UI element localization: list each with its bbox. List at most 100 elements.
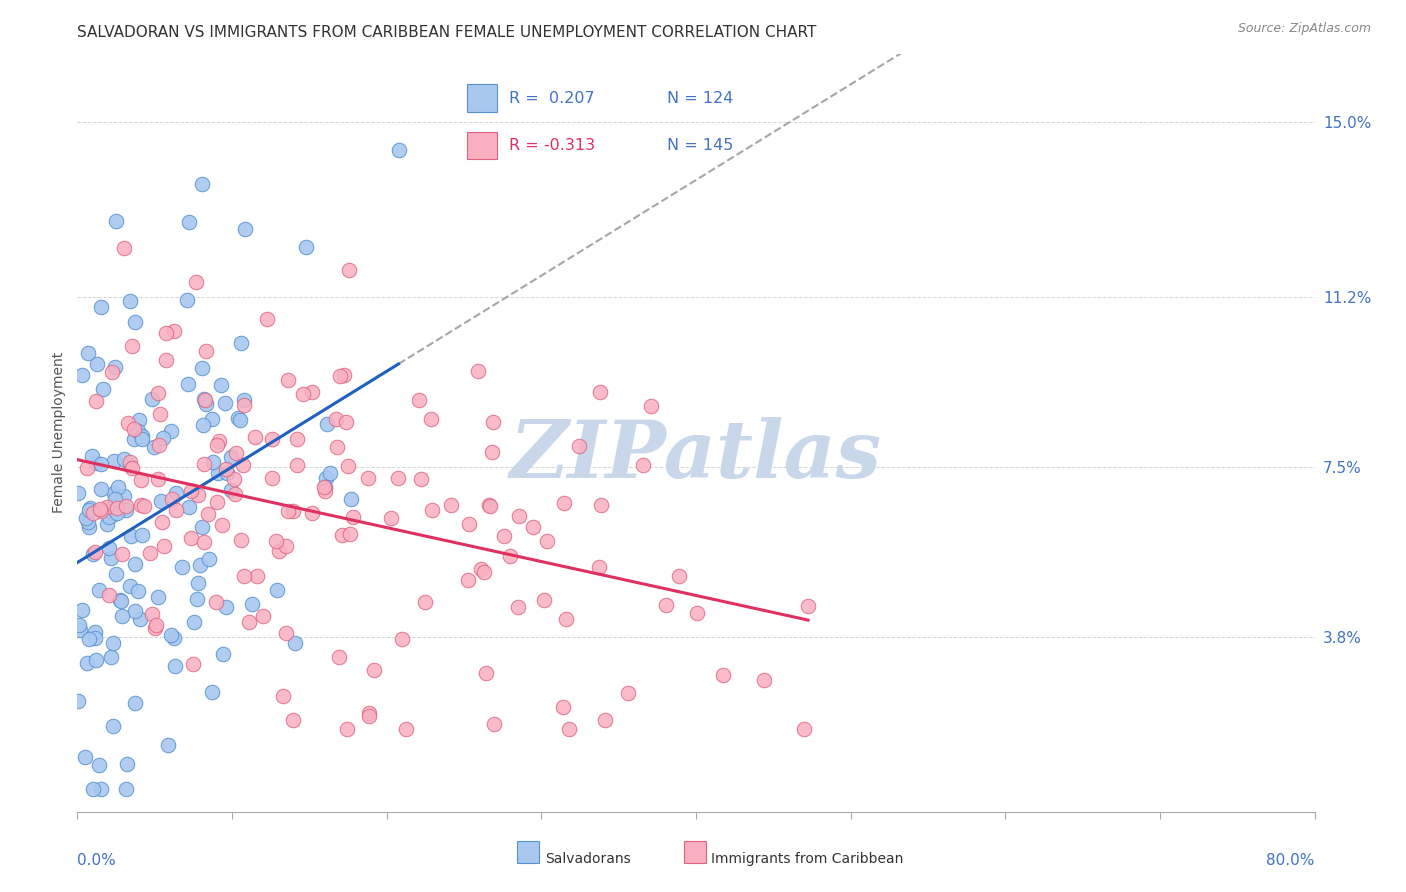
Point (492, 529, 515, 543)
FancyBboxPatch shape (683, 840, 706, 863)
Point (77, 345, 100, 359)
Point (160, 424, 183, 438)
Point (655, 598, 678, 612)
Point (231, 533, 253, 548)
Y-axis label: Female Unemployment: Female Unemployment (52, 352, 66, 513)
Text: 0.0%: 0.0% (77, 854, 117, 869)
Point (285, 433, 308, 447)
Point (420, 411, 443, 425)
Point (271, 690, 294, 704)
Point (172, 559, 194, 574)
Point (80, 449, 103, 463)
Point (76, 656, 98, 670)
Point (115, 781, 138, 796)
Point (301, 506, 323, 520)
Point (191, 361, 214, 376)
Point (316, 417, 339, 432)
Point (180, 484, 202, 499)
Point (215, 600, 238, 615)
Point (470, 562, 492, 576)
Point (145, 618, 167, 632)
Point (91, 383, 114, 397)
Point (593, 713, 616, 727)
Point (150, 515, 173, 529)
Point (201, 685, 224, 699)
Point (335, 415, 357, 429)
Point (232, 458, 254, 472)
Point (229, 336, 252, 351)
Point (105, 566, 128, 581)
Point (553, 699, 575, 714)
Point (141, 607, 163, 621)
Point (191, 418, 214, 433)
Point (277, 504, 299, 518)
Point (295, 240, 318, 254)
Point (711, 668, 734, 682)
Point (187, 575, 209, 590)
Point (232, 398, 254, 412)
Point (79, 500, 101, 515)
Point (314, 480, 336, 494)
Point (112, 489, 135, 503)
Point (553, 496, 575, 510)
Point (124, 604, 146, 618)
Point (336, 722, 359, 736)
Point (205, 495, 228, 509)
Point (89, 583, 111, 598)
Point (301, 384, 323, 399)
Point (225, 446, 247, 460)
Point (103, 453, 125, 467)
Point (101, 365, 124, 379)
Point (146, 590, 169, 604)
Point (333, 368, 356, 382)
Point (114, 503, 136, 517)
Point (66, 694, 89, 708)
Point (207, 467, 229, 481)
Point (616, 686, 638, 700)
Point (117, 417, 139, 431)
Text: ZIPatlas: ZIPatlas (510, 417, 882, 494)
Point (177, 500, 200, 514)
Point (274, 539, 297, 553)
Point (240, 597, 263, 611)
Point (284, 635, 307, 649)
Point (90, 781, 112, 796)
Point (555, 612, 578, 626)
Point (153, 539, 176, 553)
Point (478, 499, 501, 513)
Point (337, 458, 360, 473)
Point (163, 659, 186, 673)
Point (536, 534, 558, 549)
Point (120, 455, 142, 469)
Point (482, 717, 505, 731)
Point (165, 502, 187, 516)
Point (475, 665, 498, 680)
Point (359, 706, 381, 720)
Point (224, 486, 246, 500)
Point (194, 393, 217, 408)
Point (107, 480, 129, 494)
Point (100, 550, 122, 565)
Point (467, 364, 489, 378)
Point (149, 407, 172, 421)
Point (238, 615, 260, 629)
Text: SALVADORAN VS IMMIGRANTS FROM CARIBBEAN FEMALE UNEMPLOYMENT CORRELATION CHART: SALVADORAN VS IMMIGRANTS FROM CARIBBEAN … (77, 25, 817, 40)
Point (420, 502, 443, 516)
Point (86, 456, 108, 470)
Point (589, 385, 612, 400)
Point (111, 609, 134, 624)
Point (176, 377, 198, 392)
Point (387, 470, 409, 484)
Point (478, 499, 501, 513)
Point (357, 471, 380, 485)
Point (100, 501, 122, 516)
Text: Immigrants from Caribbean: Immigrants from Caribbean (711, 852, 903, 866)
Point (256, 311, 278, 326)
Point (89, 758, 111, 772)
Point (591, 499, 613, 513)
Point (155, 352, 177, 367)
Point (187, 488, 209, 502)
Point (84, 631, 107, 645)
Point (67, 486, 90, 500)
Point (219, 450, 242, 464)
